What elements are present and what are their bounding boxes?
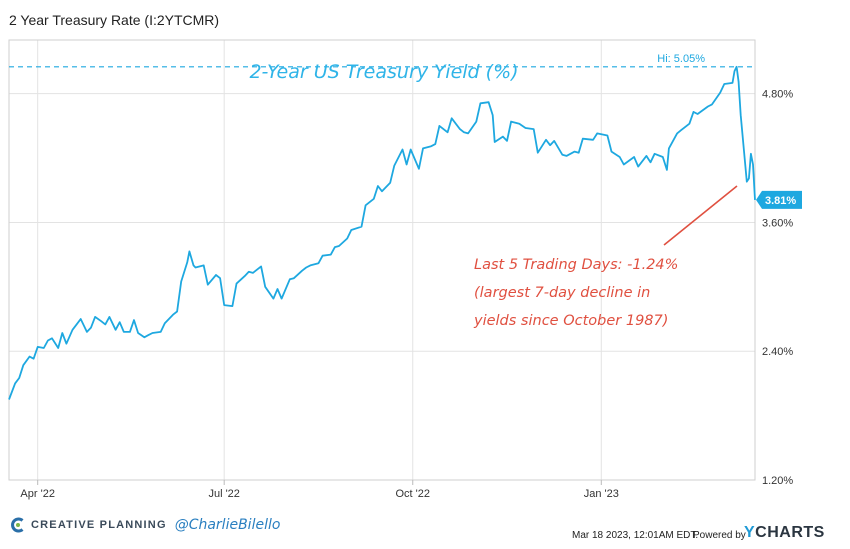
y-tick-label: 4.80%	[762, 89, 793, 101]
x-tick-label: Oct '22	[395, 488, 430, 500]
x-axis: Apr '22 Jul '22 Oct '22 Jan '23	[20, 480, 619, 500]
chart-header-title: 2 Year Treasury Rate (I:2YTCMR)	[9, 12, 220, 28]
brand: CREATIVE PLANNING @CharlieBilello	[10, 517, 280, 533]
timestamp: Mar 18 2023, 12:01AM EDT.	[572, 530, 699, 541]
ycharts-logo: YCHARTS	[744, 524, 825, 542]
plot-frame	[8, 39, 756, 481]
creative-planning-logo-icon	[11, 517, 24, 533]
y-axis: 4.80% 3.60% 2.40% 1.20%	[762, 89, 793, 487]
y-tick-label: 2.40%	[762, 346, 793, 358]
high-label: Hi: 5.05%	[657, 53, 705, 65]
annotation-line-1: Last 5 Trading Days: -1.24%	[474, 257, 678, 273]
powered-by-label: Powered by	[693, 530, 746, 541]
last-value-badge-shape	[756, 190, 802, 209]
annotation-line-2: (largest 7-day decline in	[474, 285, 650, 301]
x-tick-label: Jul '22	[208, 488, 239, 500]
author-handle: @CharlieBilello	[174, 517, 281, 533]
annotation-pointer-line	[663, 185, 738, 246]
annotation-line-3: yields since October 1987)	[473, 313, 668, 329]
y-tick-label: 1.20%	[762, 475, 793, 487]
line-chart: Apr '22 Jul '22 Oct '22 Jan '23 4.80% 3.60% 2…	[8, 39, 802, 500]
brand-name: CREATIVE PLANNING	[31, 519, 167, 531]
series-line-2yr-yield	[8, 65, 756, 400]
last-value-badge-text: 3.81%	[765, 195, 796, 207]
x-tick-label: Jan '23	[584, 488, 619, 500]
footer: CREATIVE PLANNING @CharlieBilello Mar 18…	[0, 512, 850, 549]
x-tick-label: Apr '22	[20, 488, 55, 500]
ycharts-logo-rest: CHARTS	[755, 524, 825, 541]
last-value-badge: 3.81%	[756, 190, 802, 209]
y-tick-label: 3.60%	[762, 217, 793, 229]
ycharts-logo-y: Y	[744, 524, 756, 541]
chart-title: 2-Year US Treasury Yield (%)	[249, 61, 518, 83]
